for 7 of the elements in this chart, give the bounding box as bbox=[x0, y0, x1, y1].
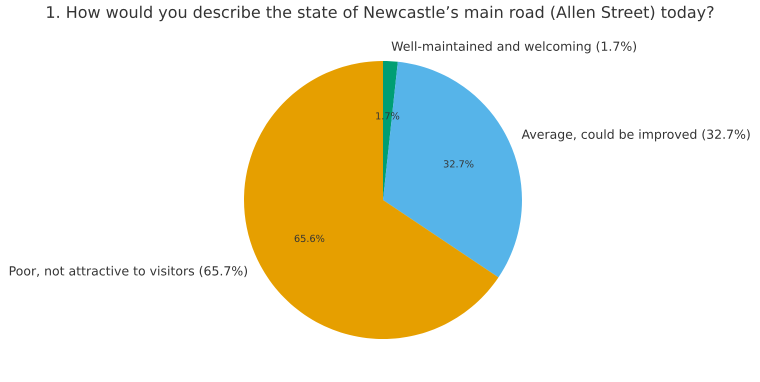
chart-title: 1. How would you describe the state of Newcastle’s main road (Allen Street) today? bbox=[47, 6, 714, 22]
data-label: 1.7% bbox=[376, 112, 400, 120]
data-label: 65.6% bbox=[294, 234, 324, 242]
slice-label: Well-maintained and welcoming (1.7%) bbox=[392, 41, 636, 54]
slice-label: Average, could be improved (32.7%) bbox=[522, 129, 750, 142]
slice-label: Poor, not attractive to visitors (65.7%) bbox=[10, 266, 248, 278]
data-label: 32.7% bbox=[444, 160, 474, 168]
